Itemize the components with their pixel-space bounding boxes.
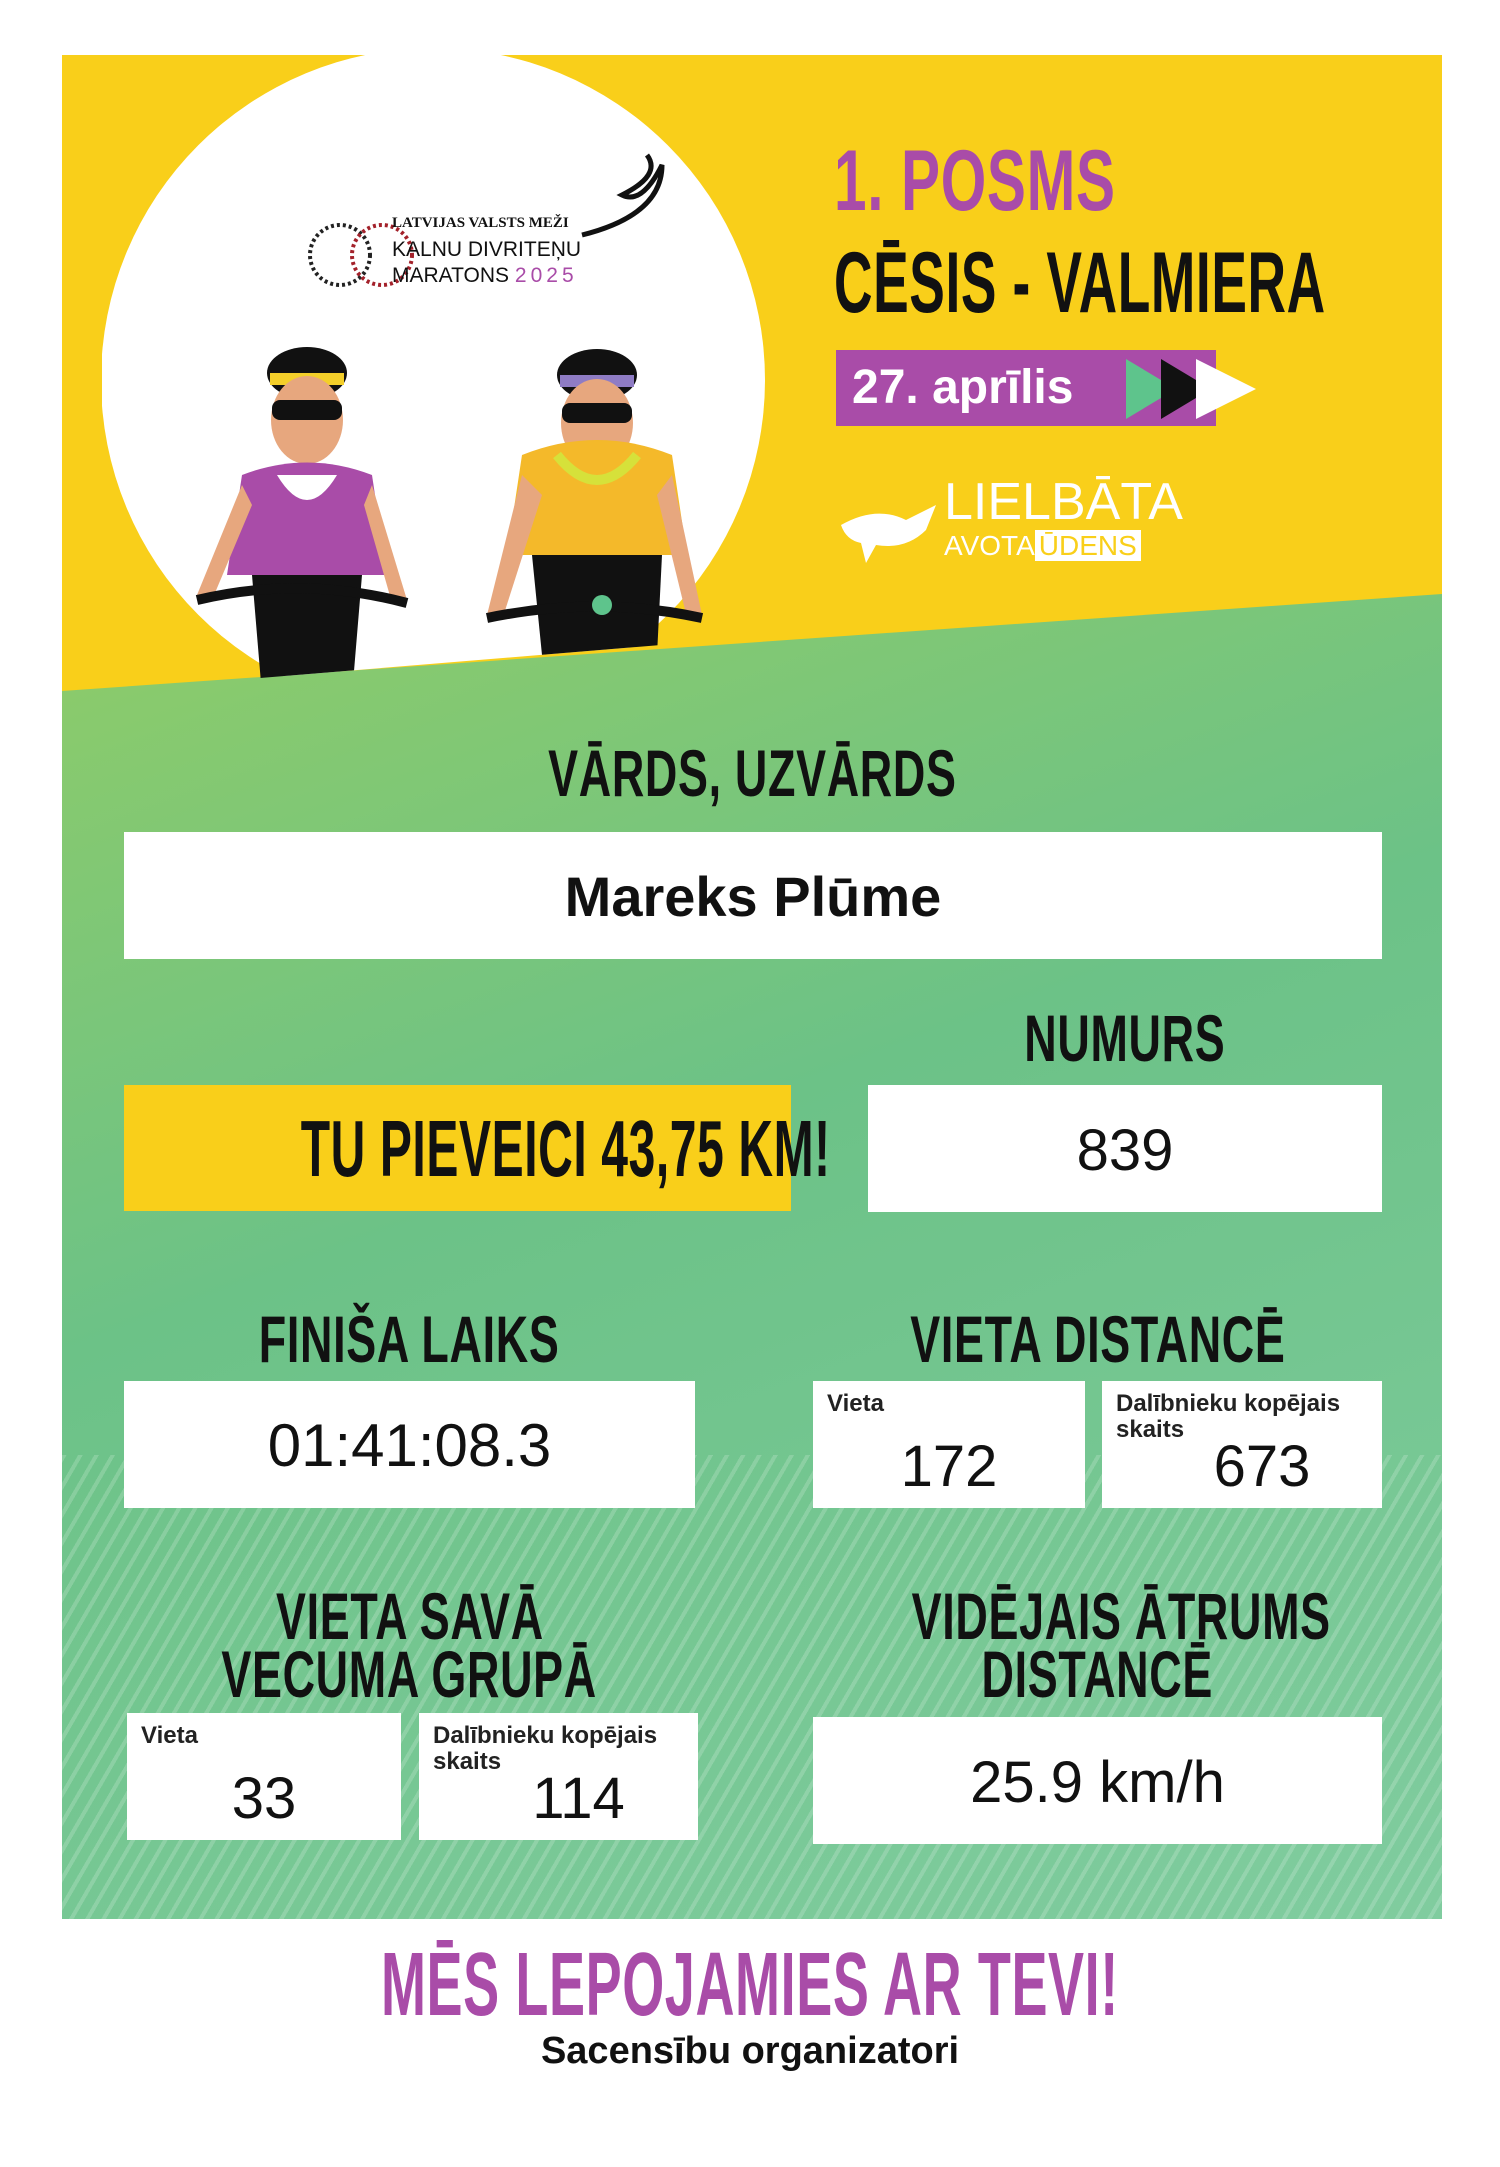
total-label: Dalībnieku kopējais skaits xyxy=(1116,1390,1341,1443)
footer-slogan: MĒS LEPOJAMIES AR TEVI! xyxy=(381,1935,1119,2035)
stage-title: 1. POSMS xyxy=(834,133,1116,229)
overall-place-box: Vieta 172 xyxy=(813,1381,1085,1508)
age-total-box: Dalībnieku kopējais skaits 114 xyxy=(419,1713,698,1840)
partner-logo: LIELBĀTA AVOTA ŪDENS xyxy=(836,475,1236,575)
finish-time-box: 01:41:08.3 xyxy=(124,1381,695,1508)
overall-place-heading: VIETA DISTANCĒ xyxy=(909,1302,1286,1376)
name-heading: VĀRDS, UZVĀRDS xyxy=(547,736,957,810)
result-card: LATVIJAS VALSTS MEŽI KALNU DIVRITEŅU MAR… xyxy=(62,55,1442,1919)
finish-time-value: 01:41:08.3 xyxy=(267,1412,552,1479)
stage-route: CĒSIS - VALMIERA xyxy=(834,235,1326,331)
bird-icon xyxy=(841,505,936,563)
footer-signature: Sacensību organizatori xyxy=(540,2030,960,2072)
avg-speed-value: 25.9 km/h xyxy=(970,1750,1225,1815)
logo-year: 2025 xyxy=(514,264,578,287)
partner-line1: LIELBĀTA xyxy=(944,473,1183,531)
cyclists-illustration xyxy=(102,55,765,691)
logo-event-line2: MARATONS xyxy=(392,264,510,287)
age-place-value: 33 xyxy=(231,1766,297,1831)
number-heading: NUMURS xyxy=(1024,1001,1226,1075)
overall-total-value: 673 xyxy=(1213,1434,1311,1499)
participant-name: Mareks Plūme xyxy=(564,865,942,928)
age-place-box: Vieta 33 xyxy=(127,1713,401,1840)
arrow-icon xyxy=(1126,359,1256,419)
number-box: 839 xyxy=(868,1085,1382,1212)
finish-time-heading: FINIŠA LAIKS xyxy=(259,1302,560,1376)
logo-event-line1: KALNU DIVRITEŅU xyxy=(392,238,582,261)
bib-number: 839 xyxy=(1076,1118,1174,1183)
avg-speed-box: 25.9 km/h xyxy=(813,1717,1382,1844)
avg-speed-heading: VIDĒJAIS ĀTRUMS DISTANCĒ xyxy=(911,1579,1331,1711)
partner-line2: AVOTA ŪDENS xyxy=(944,530,1141,561)
place-label: Vieta xyxy=(141,1722,198,1749)
logo-sponsor: LATVIJAS VALSTS MEŽI xyxy=(392,215,569,231)
place-label: Vieta xyxy=(827,1390,884,1417)
age-group-heading: VIETA SAVĀ VECUMA GRUPĀ xyxy=(221,1579,598,1711)
date-text: 27. aprīlis xyxy=(852,361,1074,414)
overall-place-value: 172 xyxy=(900,1434,998,1499)
name-box: Mareks Plūme xyxy=(124,832,1382,959)
distance-banner: TU PIEVEICI 43,75 KM! xyxy=(124,1085,830,1211)
total-label: Dalībnieku kopējais skaits xyxy=(433,1722,658,1775)
overall-total-box: Dalībnieku kopējais skaits 673 xyxy=(1102,1381,1382,1508)
date-badge: 27. aprīlis xyxy=(836,350,1256,426)
logo-event: KALNU DIVRITEŅU MARATONS 2025 xyxy=(392,237,581,289)
age-total-value: 114 xyxy=(532,1766,625,1831)
